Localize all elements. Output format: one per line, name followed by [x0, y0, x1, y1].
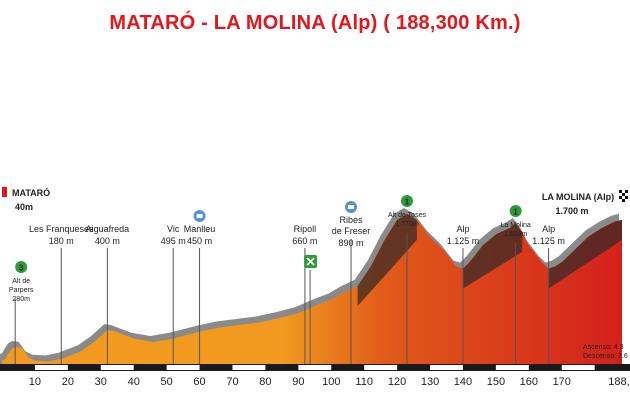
km-bar-segment — [495, 365, 529, 370]
x-tick-label: 90 — [292, 376, 304, 388]
waypoint-label: Alt de Toses — [388, 212, 427, 219]
finish-flag-icon — [625, 193, 628, 196]
x-tick-label: 188,3 — [608, 376, 630, 388]
waypoint-label: Alp — [542, 224, 555, 234]
waypoint-altitude: 890 m — [339, 238, 364, 248]
finish-flag-icon — [622, 193, 625, 196]
finish-flag-icon — [625, 190, 628, 193]
waypoint-label: Ripoll — [294, 224, 317, 234]
finish-label: LA MOLINA (Alp) — [542, 192, 614, 202]
waypoint-label: Vic — [167, 224, 180, 234]
x-tick-label: 140 — [454, 376, 472, 388]
finish-flag-icon — [619, 193, 622, 196]
chart-title: MATARÓ - LA MOLINA (Alp) ( 188,300 Km.) — [109, 12, 521, 34]
climb-shading-finish — [548, 219, 622, 289]
km-bar-segment — [298, 365, 332, 370]
feed-zone-icon-cross — [306, 257, 315, 266]
x-tick-label: 10 — [29, 376, 41, 388]
km-bar-segment — [232, 365, 266, 370]
finish-flag-icon — [622, 190, 625, 193]
waypoint-label: La Molina — [500, 222, 530, 229]
waypoint-label: de Freser — [332, 226, 371, 236]
x-tick-label: 120 — [388, 376, 406, 388]
x-tick-label: 40 — [128, 376, 140, 388]
start-label: MATARÓ — [12, 187, 50, 198]
x-tick-label: 80 — [259, 376, 271, 388]
waypoint-altitude: 1.650m — [504, 231, 528, 238]
x-tick-label: 110 — [355, 376, 373, 388]
sprint-icon-mark — [348, 205, 355, 209]
x-tick-label: 160 — [520, 376, 538, 388]
descent-info: Descenso: 2.6 — [583, 353, 628, 360]
km-bar-segment — [561, 365, 595, 370]
waypoint-label: Alt de — [12, 278, 30, 285]
start-altitude: 40m — [15, 202, 33, 212]
finish-flag-icon — [619, 199, 622, 202]
x-tick-label: 60 — [193, 376, 205, 388]
waypoint-altitude: 450 m — [187, 236, 212, 246]
climb-shading-toses — [357, 214, 417, 307]
x-tick-label: 170 — [553, 376, 571, 388]
climb-category-icon — [15, 261, 28, 273]
ascent-info: Ascenso: 4.3 — [583, 344, 624, 351]
finish-flag-icon — [622, 199, 625, 202]
waypoint-altitude: 280m — [12, 296, 30, 303]
x-tick-label: 50 — [161, 376, 173, 388]
climb-category-number: 1 — [405, 198, 410, 207]
x-tick-label: 70 — [226, 376, 238, 388]
finish-flag-icon — [625, 199, 628, 202]
waypoint-label: Alp — [456, 224, 469, 234]
waypoint-altitude: 1.125 m — [532, 236, 565, 246]
km-bar-segment — [34, 365, 68, 370]
waypoint-label: Manlleu — [184, 224, 216, 234]
finish-altitude: 1.700 m — [555, 206, 588, 216]
km-bar-segment — [430, 365, 463, 370]
waypoint-altitude: 180 m — [49, 236, 74, 246]
profile-area — [2, 214, 622, 364]
x-tick-label: 20 — [62, 376, 74, 388]
waypoint-label: Parpers — [9, 287, 34, 294]
climb-category-number: 3 — [19, 264, 24, 273]
x-tick-label: 30 — [95, 376, 107, 388]
finish-flag-icon — [622, 196, 625, 199]
climb-category-icon — [509, 205, 522, 217]
climb-shading-la-molina — [462, 224, 523, 289]
finish-flag-icon — [625, 196, 628, 199]
climb-category-icon — [400, 195, 413, 207]
waypoint-altitude: 660 m — [292, 236, 317, 246]
km-bar-segment — [166, 365, 200, 370]
finish-flag-icon — [619, 190, 622, 193]
waypoint-altitude: 1.125 m — [447, 236, 480, 246]
x-tick-label: 130 — [421, 376, 439, 388]
waypoint-altitude: 495 m — [161, 236, 186, 246]
km-bar-segment — [364, 365, 398, 370]
sprint-icon-mark — [196, 214, 203, 218]
km-bar-segment — [100, 365, 134, 370]
climb-category-number: 1 — [513, 208, 518, 217]
waypoint-label: Les Franqueses — [29, 224, 94, 234]
waypoint-label: Ribes — [340, 215, 364, 225]
finish-flag-icon — [619, 196, 622, 199]
waypoint-altitude: 1.770m — [395, 221, 419, 228]
waypoint-altitude: 400 m — [95, 236, 120, 246]
x-tick-label: 150 — [487, 376, 505, 388]
start-flag-icon — [2, 187, 7, 197]
x-tick-label: 100 — [322, 376, 340, 388]
waypoint-label: Aiguafreda — [86, 224, 130, 234]
